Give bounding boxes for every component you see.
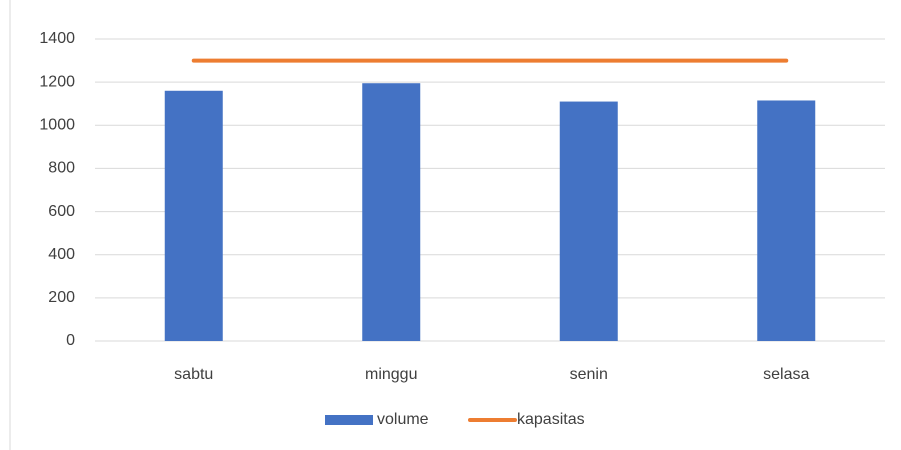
y-tick-label: 1400: [39, 30, 75, 47]
legend-swatch: [325, 415, 373, 425]
bar: [559, 101, 618, 341]
y-tick-label: 200: [48, 289, 75, 306]
bar: [362, 83, 421, 341]
bar: [164, 90, 223, 342]
x-tick-label: sabtu: [174, 366, 213, 383]
legend-label: kapasitas: [517, 411, 585, 428]
bar: [757, 100, 816, 341]
y-tick-label: 1200: [39, 73, 75, 90]
x-tick-label: senin: [570, 366, 608, 383]
x-tick-label: selasa: [763, 366, 809, 383]
y-tick-label: 600: [48, 203, 75, 220]
legend-label: volume: [377, 411, 429, 428]
y-tick-label: 0: [66, 332, 75, 349]
y-tick-label: 1000: [39, 117, 75, 134]
x-tick-label: minggu: [365, 366, 417, 383]
y-tick-label: 400: [48, 246, 75, 263]
y-tick-label: 800: [48, 160, 75, 177]
